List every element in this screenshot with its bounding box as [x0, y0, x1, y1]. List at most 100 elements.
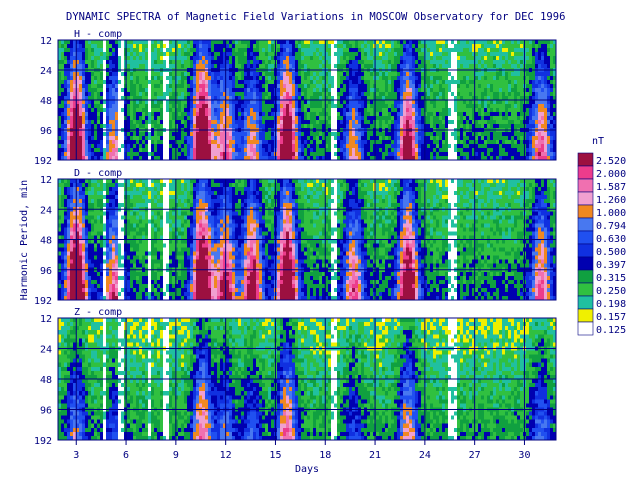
spectrum-cell [304, 144, 308, 149]
spectrum-cell [499, 64, 503, 69]
spectrum-cell [103, 112, 107, 117]
spectrum-cell [502, 44, 506, 49]
spectrum-cell [277, 132, 281, 137]
spectrum-cell [256, 120, 260, 125]
spectrum-cell [130, 132, 134, 137]
spectrum-cell [88, 56, 92, 61]
spectrum-cell [406, 124, 410, 129]
spectrum-cell [328, 40, 332, 45]
spectrum-cell [295, 116, 299, 121]
spectrum-cell [361, 40, 365, 45]
spectrum-cell [454, 112, 458, 117]
spectrum-cell [388, 76, 392, 81]
spectrum-cell [289, 148, 293, 153]
spectrum-cell [346, 140, 350, 145]
spectrum-cell [148, 84, 152, 89]
spectrum-cell [496, 148, 500, 153]
spectrum-cell [331, 40, 335, 45]
spectrum-cell [73, 100, 77, 105]
spectrum-cell [64, 140, 68, 145]
spectrum-cell [85, 48, 89, 53]
spectrum-cell [121, 140, 125, 145]
spectrum-cell [229, 60, 233, 65]
spectrum-cell [457, 120, 461, 125]
spectrum-cell [313, 120, 317, 125]
spectrum-cell [493, 48, 497, 53]
spectrum-cell [154, 148, 158, 153]
spectrum-cell [304, 72, 308, 77]
spectrum-cell [361, 148, 365, 153]
spectrum-cell [73, 152, 77, 157]
spectrum-cell [430, 148, 434, 153]
spectrum-cell [286, 96, 290, 101]
spectrum-cell [121, 124, 125, 129]
spectrum-cell [472, 140, 476, 145]
spectrum-cell [508, 148, 512, 153]
spectrum-cell [88, 92, 92, 97]
spectrum-cell [322, 76, 326, 81]
spectrum-cell [88, 124, 92, 129]
spectrum-cell [97, 132, 101, 137]
spectrum-cell [538, 76, 542, 81]
spectrum-cell [385, 100, 389, 105]
spectrum-cell [301, 40, 305, 45]
spectrum-cell [457, 100, 461, 105]
spectrum-cell [445, 100, 449, 105]
spectrum-cell [529, 64, 533, 69]
spectrum-cell [421, 60, 425, 65]
spectrum-cell [73, 40, 77, 45]
spectrum-cell [301, 132, 305, 137]
spectrum-cell [358, 100, 362, 105]
spectrum-cell [115, 80, 119, 85]
spectrum-cell [262, 120, 266, 125]
spectrum-cell [115, 84, 119, 89]
spectrum-cell [316, 64, 320, 69]
spectrum-cell [400, 64, 404, 69]
spectrum-cell [241, 52, 245, 57]
spectrum-cell [379, 76, 383, 81]
spectrum-cell [112, 52, 116, 57]
spectrum-cell [82, 148, 86, 153]
spectrum-cell [325, 116, 329, 121]
spectrum-cell [256, 144, 260, 149]
spectrum-cell [439, 96, 443, 101]
spectrum-cell [481, 40, 485, 45]
spectrum-cell [70, 148, 74, 153]
spectrum-cell [499, 92, 503, 97]
spectrum-cell [136, 48, 140, 53]
spectrum-cell [70, 156, 74, 161]
spectrum-cell [79, 140, 83, 145]
spectrum-cell [316, 92, 320, 97]
spectrum-cell [229, 64, 233, 69]
spectrum-cell [178, 104, 182, 109]
spectrum-cell [271, 52, 275, 57]
spectrum-cell [442, 56, 446, 61]
spectrum-cell [475, 48, 479, 53]
spectrum-cell [316, 112, 320, 117]
spectrum-cell [475, 88, 479, 93]
spectrum-cell [238, 124, 242, 129]
spectrum-cell [343, 136, 347, 141]
spectrum-cell [403, 80, 407, 85]
spectrum-cell [445, 156, 449, 161]
spectrum-cell [109, 64, 113, 69]
spectrum-cell [382, 116, 386, 121]
spectrum-cell [109, 52, 113, 57]
spectrum-cell [403, 156, 407, 161]
spectrum-cell [409, 132, 413, 137]
spectrum-cell [520, 72, 524, 77]
spectrum-cell [70, 60, 74, 65]
spectrum-cell [214, 92, 218, 97]
spectrum-cell [532, 148, 536, 153]
spectrum-cell [388, 48, 392, 53]
spectrum-cell [496, 116, 500, 121]
spectrum-cell [361, 144, 365, 149]
spectrum-cell [184, 132, 188, 137]
spectrum-cell [127, 112, 131, 117]
spectrum-cell [148, 120, 152, 125]
spectrum-cell [238, 56, 242, 61]
spectrum-cell [433, 92, 437, 97]
spectrum-cell [415, 44, 419, 49]
spectrum-cell [541, 88, 545, 93]
spectrum-cell [262, 96, 266, 101]
